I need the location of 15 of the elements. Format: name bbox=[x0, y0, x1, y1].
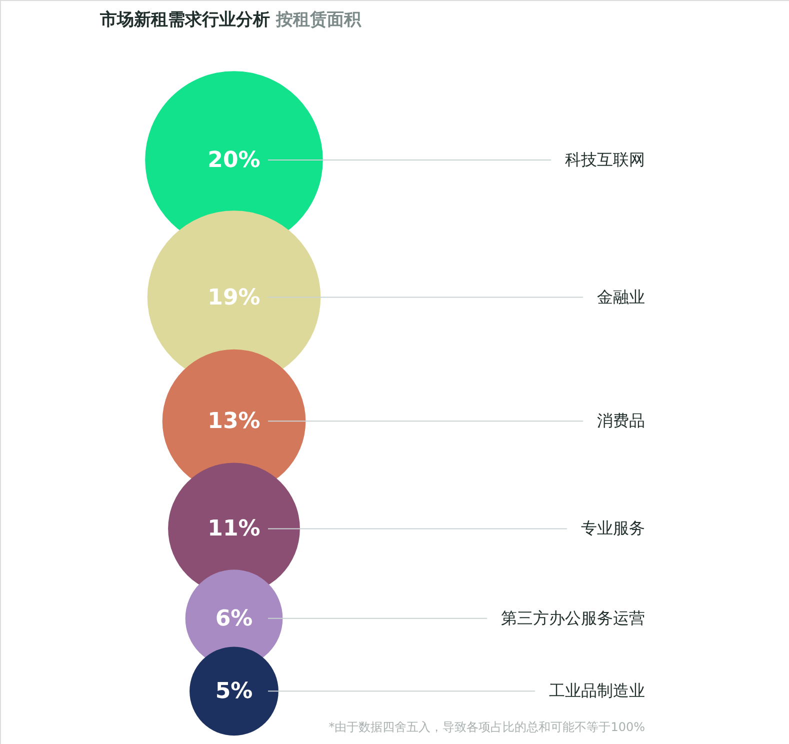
data-label: 6% bbox=[215, 606, 253, 632]
data-label: 19% bbox=[208, 285, 260, 310]
category-label: 金融业 bbox=[597, 287, 645, 306]
category-label: 工业品制造业 bbox=[549, 681, 645, 700]
data-label: 5% bbox=[215, 679, 253, 704]
text: *由于数据四舍五入，导致各项占比的总和可能不等于100% bbox=[328, 720, 645, 734]
text: 市场新租需求行业分析 bbox=[99, 10, 270, 30]
category-label: 专业服务 bbox=[581, 518, 645, 538]
category-label: 科技互联网 bbox=[565, 150, 645, 169]
category-label: 消费品 bbox=[597, 411, 645, 430]
text: 按租赁面积 bbox=[275, 10, 362, 30]
data-label: 11% bbox=[208, 516, 260, 542]
data-label: 13% bbox=[208, 409, 260, 434]
category-label: 第三方办公服务运营 bbox=[501, 608, 645, 628]
data-label: 20% bbox=[208, 148, 260, 173]
